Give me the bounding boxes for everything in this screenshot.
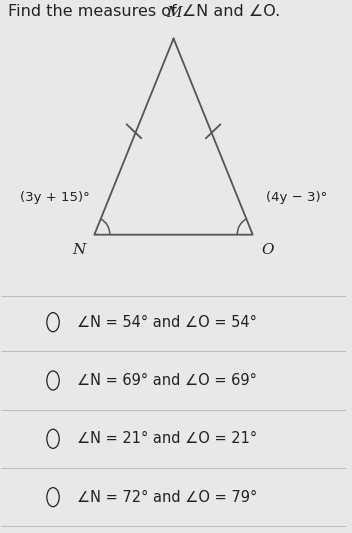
Text: ∠N = 72° and ∠O = 79°: ∠N = 72° and ∠O = 79° [77, 490, 257, 505]
Text: ∠N = 21° and ∠O = 21°: ∠N = 21° and ∠O = 21° [77, 431, 257, 446]
Text: (4y − 3)°: (4y − 3)° [265, 191, 327, 204]
Text: O: O [261, 243, 274, 257]
Text: N: N [73, 243, 86, 257]
Text: Find the measures of ∠N and ∠O.: Find the measures of ∠N and ∠O. [8, 4, 281, 19]
Text: (3y + 15)°: (3y + 15)° [20, 191, 90, 204]
Text: ∠N = 54° and ∠O = 54°: ∠N = 54° and ∠O = 54° [77, 314, 257, 330]
Text: M: M [166, 6, 181, 20]
Text: ∠N = 69° and ∠O = 69°: ∠N = 69° and ∠O = 69° [77, 373, 257, 388]
